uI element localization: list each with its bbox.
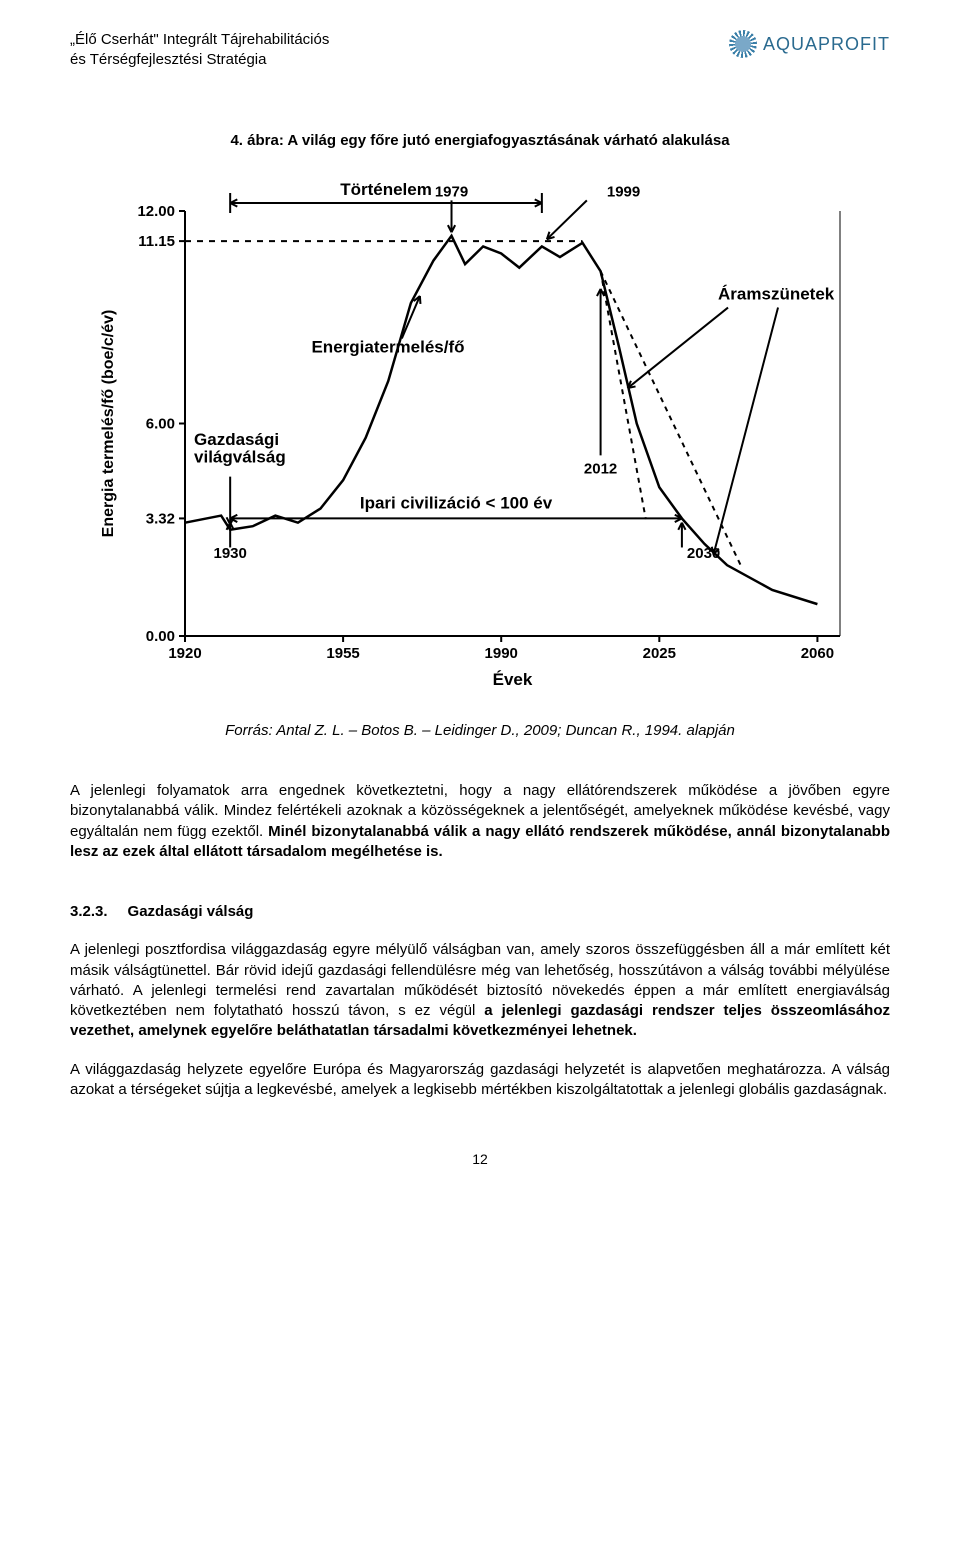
svg-text:2025: 2025 (643, 645, 676, 662)
svg-text:Ipari civilizáció < 100 év: Ipari civilizáció < 100 év (360, 493, 553, 512)
svg-text:Gazdasági: Gazdasági (194, 430, 279, 449)
figure-caption: 4. ábra: A világ egy főre jutó energiafo… (70, 131, 890, 151)
figure-source: Forrás: Antal Z. L. – Botos B. – Leiding… (70, 721, 890, 741)
svg-text:Energiatermelés/fő: Energiatermelés/fő (311, 337, 464, 356)
svg-text:Energia termelés/fő (boe/c/év): Energia termelés/fő (boe/c/év) (100, 309, 117, 537)
chart-svg: 0.00 3.32 6.00 11.15 12.00 1920 1955 1990 2025 20… (95, 181, 865, 691)
svg-text:Áramszünetek: Áramszünetek (718, 284, 835, 303)
energy-chart: 0.00 3.32 6.00 11.15 12.00 1920 1955 1990 2025 20… (95, 181, 865, 691)
svg-text:2060: 2060 (801, 645, 834, 662)
svg-text:1999: 1999 (607, 183, 640, 200)
doc-title: „Élő Cserhát" Integrált Tájrehabilitáció… (70, 30, 329, 71)
page-header: „Élő Cserhát" Integrált Tájrehabilitáció… (70, 30, 890, 71)
svg-text:1920: 1920 (168, 645, 201, 662)
section-title: Gazdasági válság (128, 902, 254, 922)
svg-text:1955: 1955 (326, 645, 359, 662)
svg-text:világválság: világválság (194, 447, 286, 466)
svg-text:6.00: 6.00 (146, 415, 175, 432)
svg-text:1990: 1990 (485, 645, 518, 662)
svg-text:1979: 1979 (435, 183, 468, 200)
svg-text:0.00: 0.00 (146, 628, 175, 645)
doc-title-line2: és Térségfejlesztési Stratégia (70, 51, 267, 68)
paragraph-1: A jelenlegi folyamatok arra engednek köv… (70, 781, 890, 862)
svg-text:2012: 2012 (584, 460, 617, 477)
paragraph-2: A jelenlegi posztfordisa világgazdaság e… (70, 940, 890, 1041)
section-number: 3.2.3. (70, 902, 108, 922)
section-heading: 3.2.3. Gazdasági válság (70, 902, 890, 922)
page-number: 12 (70, 1150, 890, 1169)
svg-text:1930: 1930 (213, 545, 246, 562)
svg-text:12.00: 12.00 (137, 203, 175, 220)
svg-text:2030: 2030 (687, 545, 720, 562)
doc-title-line1: „Élő Cserhát" Integrált Tájrehabilitáció… (70, 31, 329, 48)
svg-text:Történelem: Történelem (340, 181, 432, 199)
svg-text:Évek: Évek (493, 670, 533, 689)
svg-text:11.15: 11.15 (138, 233, 175, 250)
logo: AQUAPROFIT (729, 30, 890, 58)
logo-text: AQUAPROFIT (763, 32, 890, 56)
svg-text:3.32: 3.32 (146, 510, 175, 527)
paragraph-3: A világgazdaság helyzete egyelőre Európa… (70, 1060, 890, 1101)
logo-icon (729, 30, 757, 58)
